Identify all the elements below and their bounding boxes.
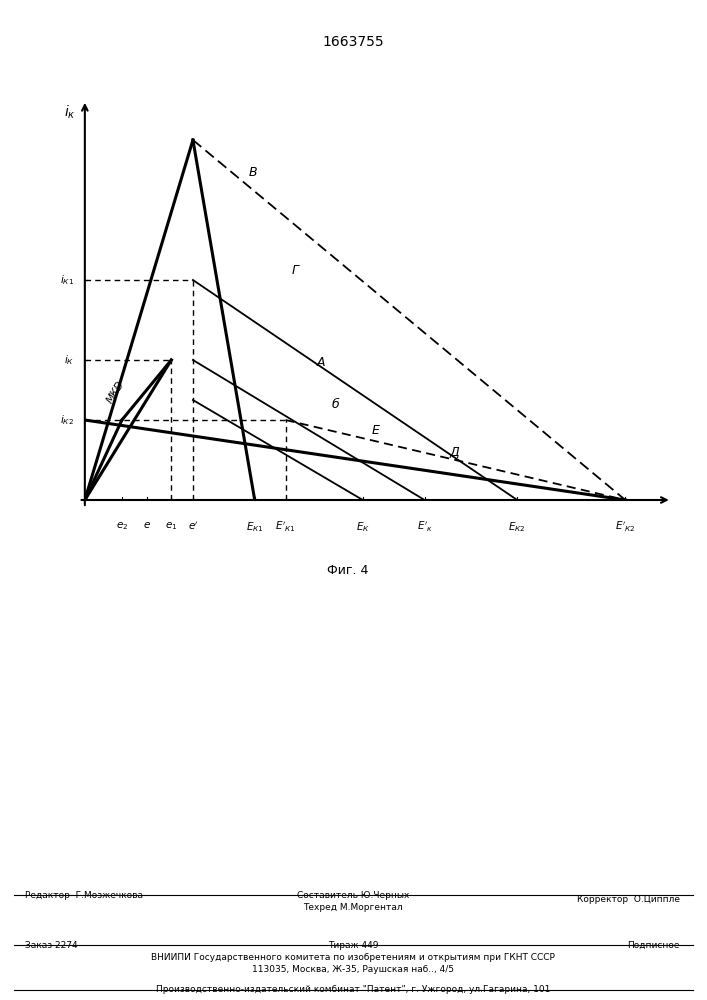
Text: Е: Е	[372, 424, 380, 437]
Text: $e_2$: $e_2$	[116, 520, 128, 532]
Text: $e_1$: $e_1$	[165, 520, 177, 532]
Text: Составитель Ю.Черных: Составитель Ю.Черных	[297, 891, 409, 900]
Text: 113035, Москва, Ж-35, Раушская наб.., 4/5: 113035, Москва, Ж-35, Раушская наб.., 4/…	[252, 965, 454, 974]
Text: Г: Г	[292, 264, 299, 277]
Text: $E'_{К1}$: $E'_{К1}$	[275, 520, 296, 534]
Text: Д: Д	[449, 446, 459, 459]
Text: Подписное: Подписное	[628, 941, 680, 950]
Text: $i_{К1}$: $i_{К1}$	[60, 273, 74, 287]
Text: Редактор  Г.Мозжечкова: Редактор Г.Мозжечкова	[25, 891, 143, 900]
Text: $E_{К2}$: $E_{К2}$	[508, 520, 526, 534]
Text: МКD: МКD	[105, 379, 127, 405]
Text: А: А	[317, 356, 325, 369]
Text: Фиг. 4: Фиг. 4	[327, 564, 368, 577]
Text: ВНИИПИ Государственного комитета по изобретениям и открытиям при ГКНТ СССР: ВНИИПИ Государственного комитета по изоб…	[151, 953, 555, 962]
Text: $e$: $e$	[143, 520, 151, 530]
Text: $E_{К1}$: $E_{К1}$	[246, 520, 264, 534]
Text: $E'_{К2}$: $E'_{К2}$	[615, 520, 636, 534]
Text: $E_К$: $E_К$	[356, 520, 370, 534]
Text: $i_К$: $i_К$	[64, 353, 74, 367]
Text: б: б	[332, 398, 339, 411]
Text: Тираж 449: Тираж 449	[328, 941, 378, 950]
Text: $e'$: $e'$	[187, 520, 199, 532]
Text: Производственно-издательский комбинат "Патент", г. Ужгород, ул.Гагарина, 101: Производственно-издательский комбинат "П…	[156, 985, 550, 994]
Text: $i_к$: $i_к$	[64, 103, 75, 121]
Text: Заказ 2274: Заказ 2274	[25, 941, 78, 950]
Text: $i_{К2}$: $i_{К2}$	[60, 413, 74, 427]
Text: 1663755: 1663755	[322, 35, 385, 49]
Text: В: В	[249, 166, 257, 179]
Text: Техред М.Моргентал: Техред М.Моргентал	[303, 903, 403, 912]
Text: $E'_к$: $E'_к$	[416, 520, 433, 534]
Text: Корректор  О.Циппле: Корректор О.Циппле	[577, 895, 680, 904]
